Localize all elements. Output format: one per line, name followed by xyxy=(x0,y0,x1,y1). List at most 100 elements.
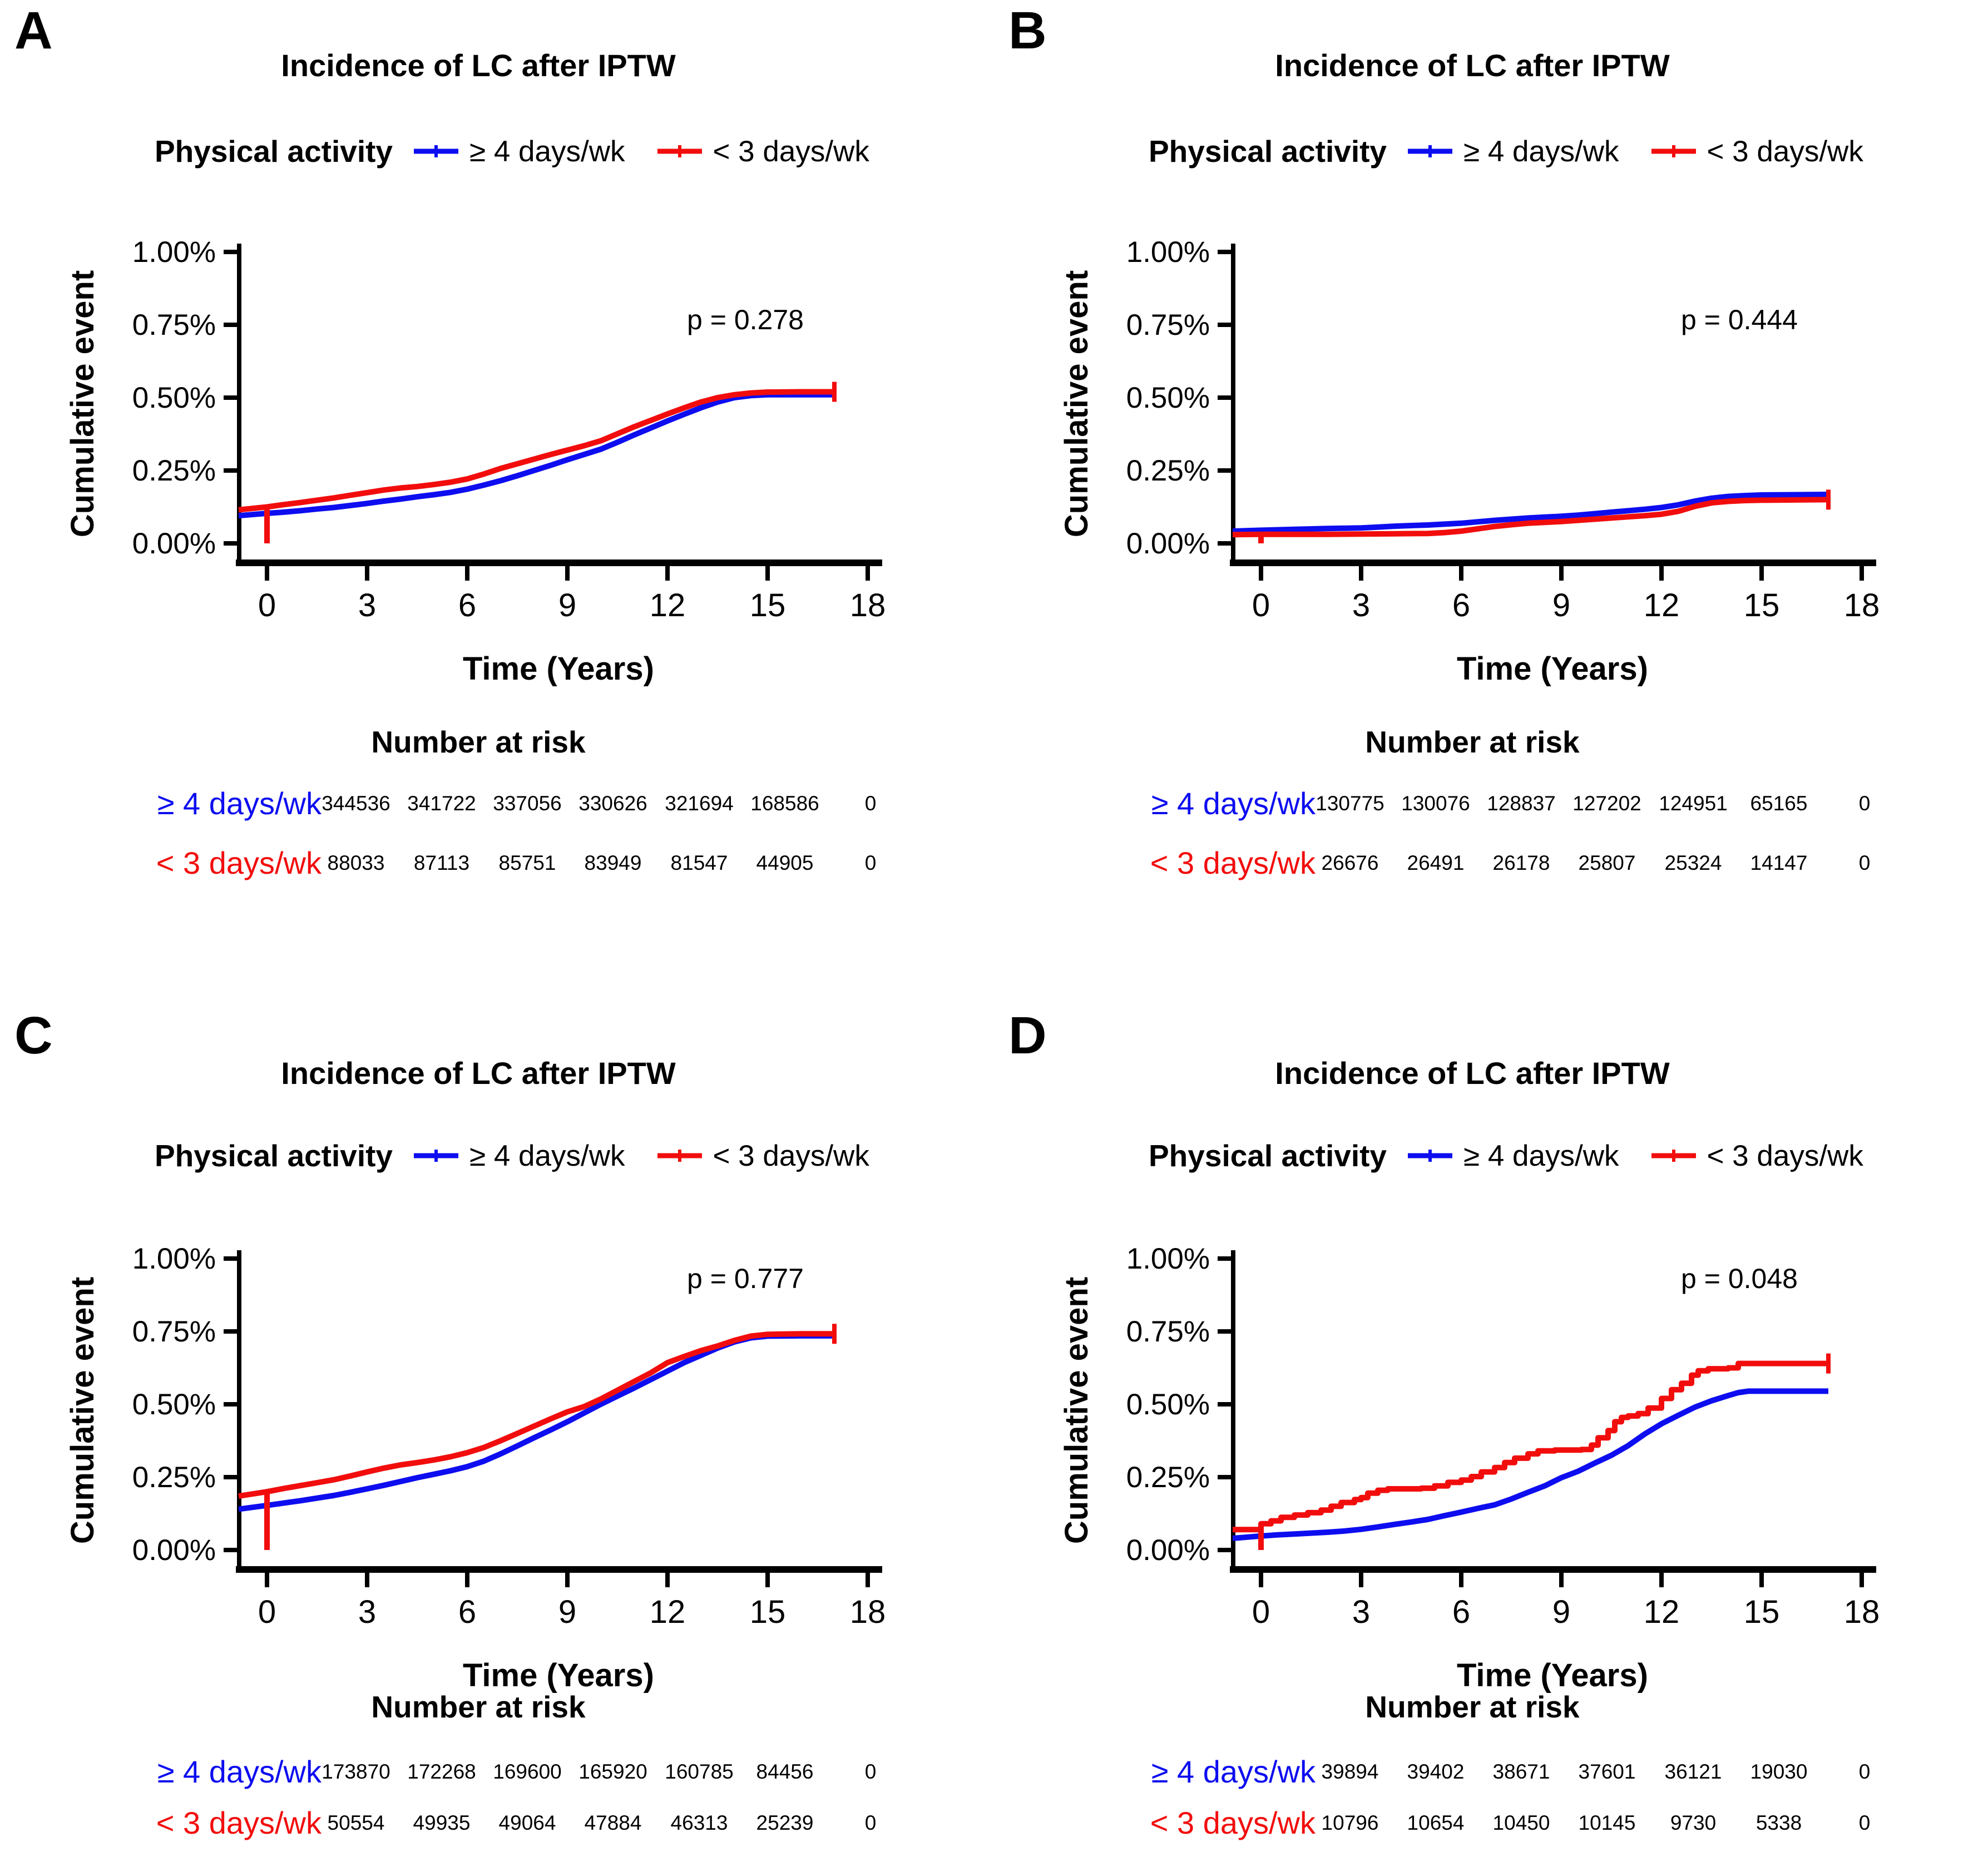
y-tick-label: 0.00% xyxy=(1126,527,1210,560)
number-at-risk-header: Number at risk xyxy=(1365,725,1580,759)
y-tick-label: 0.00% xyxy=(132,1534,216,1567)
x-axis-title: Time (Years) xyxy=(1457,651,1648,687)
x-tick-label: 6 xyxy=(458,587,476,623)
risk-count: 85751 xyxy=(498,851,556,874)
risk-count: 341722 xyxy=(407,792,476,815)
x-tick-label: 9 xyxy=(558,587,576,623)
legend: Physical activity ≥ 4 days/wk < 3 days/w… xyxy=(0,1136,994,1176)
risk-count: 0 xyxy=(1858,851,1871,874)
risk-count: 49935 xyxy=(413,1811,471,1834)
risk-count: 25807 xyxy=(1578,851,1636,874)
risk-count: 0 xyxy=(864,1811,877,1834)
x-tick-label: 15 xyxy=(750,587,786,623)
risk-row-label: ≥ 4 days/wk xyxy=(1151,786,1316,821)
risk-count: 83949 xyxy=(584,851,642,874)
chart-title: Incidence of LC after IPTW xyxy=(281,1056,676,1091)
risk-row-ge4: ≥ 4 days/wk 39894 39402 38671 37601 36121 190… xyxy=(994,1752,1988,1792)
y-tick-label: 0.50% xyxy=(1126,1388,1210,1421)
x-tick-label: 0 xyxy=(1252,1594,1270,1630)
risk-count: 65165 xyxy=(1750,792,1808,815)
y-axis-title: Cumulative event xyxy=(1059,1277,1095,1544)
risk-count: 9730 xyxy=(1670,1811,1717,1834)
y-tick-label: 1.00% xyxy=(1126,1242,1210,1275)
number-at-risk-header: Number at risk xyxy=(1365,1690,1580,1724)
legend-title: Physical activity xyxy=(155,1138,393,1173)
legend-label-ge4: ≥ 4 days/wk xyxy=(1463,135,1619,168)
x-axis-title: Time (Years) xyxy=(463,651,654,687)
risk-count: 130076 xyxy=(1401,792,1470,815)
risk-count: 124951 xyxy=(1659,792,1728,815)
risk-count: 39894 xyxy=(1321,1760,1379,1783)
legend-label-lt3: < 3 days/wk xyxy=(1707,135,1863,168)
risk-count: 49064 xyxy=(498,1811,556,1834)
risk-count: 38671 xyxy=(1492,1760,1550,1783)
chart-title: Incidence of LC after IPTW xyxy=(1275,48,1670,83)
panel-letter: A xyxy=(14,1,53,60)
legend-title: Physical activity xyxy=(155,134,393,169)
panel-c: C Incidence of LC after IPTW Physical ac… xyxy=(0,929,994,1857)
km-plot: 1.00% 0.75% 0.50% 0.25% 0.00% 0 3 6 9 12 15 18 Time … xyxy=(1059,236,1880,687)
x-tick-label: 12 xyxy=(1644,1594,1680,1630)
x-tick-label: 18 xyxy=(1844,1594,1880,1630)
risk-row-label: ≥ 4 days/wk xyxy=(1151,1754,1316,1789)
y-tick-label: 1.00% xyxy=(132,1242,216,1275)
legend-line-blue-icon xyxy=(1408,1150,1453,1162)
x-tick-label: 15 xyxy=(750,1594,786,1630)
panel-b: B Incidence of LC after IPTW Physical ac… xyxy=(994,0,1988,929)
x-tick-label: 18 xyxy=(850,587,886,623)
y-tick-label: 0.25% xyxy=(1126,1461,1210,1494)
km-plot: 1.00% 0.75% 0.50% 0.25% 0.00% 0 3 6 9 12 15 18 Time … xyxy=(65,1242,886,1693)
legend-label-lt3: < 3 days/wk xyxy=(713,1139,869,1172)
risk-count: 160785 xyxy=(665,1760,734,1783)
risk-row-lt3: < 3 days/wk 26676 26491 26178 25807 25324 141… xyxy=(994,843,1988,883)
risk-count: 26676 xyxy=(1321,851,1379,874)
y-tick-label: 0.25% xyxy=(132,454,216,487)
km-curve-lt3 xyxy=(238,1331,834,1499)
km-curve-ge4 xyxy=(1232,1388,1828,1541)
risk-count: 337056 xyxy=(493,792,562,815)
risk-count: 26491 xyxy=(1407,851,1465,874)
x-axis-title: Time (Years) xyxy=(463,1657,654,1693)
risk-count: 130775 xyxy=(1316,792,1384,815)
y-tick-label: 0.25% xyxy=(132,1461,216,1494)
panel-letter: C xyxy=(14,1006,53,1065)
risk-count: 36121 xyxy=(1664,1760,1722,1783)
legend: Physical activity ≥ 4 days/wk < 3 days/w… xyxy=(0,131,994,171)
risk-count: 0 xyxy=(864,1760,877,1783)
risk-row-label: < 3 days/wk xyxy=(156,1805,322,1840)
y-axis-title: Cumulative event xyxy=(65,1277,101,1544)
km-curve-lt3 xyxy=(1232,497,1829,538)
x-axis-title: Time (Years) xyxy=(1457,1657,1648,1693)
risk-count: 169600 xyxy=(493,1760,562,1783)
y-tick-label: 0.50% xyxy=(132,382,216,414)
risk-counts: 39894 39402 38671 37601 36121 19030 0 xyxy=(994,1752,1988,1792)
x-tick-label: 6 xyxy=(1452,587,1470,623)
risk-count: 128837 xyxy=(1487,792,1556,815)
km-plot: 1.00% 0.75% 0.50% 0.25% 0.00% 0 3 6 9 12 15 18 Time … xyxy=(1059,1242,1880,1693)
risk-count: 14147 xyxy=(1750,851,1808,874)
risk-count: 0 xyxy=(864,792,877,815)
risk-count: 50554 xyxy=(327,1811,385,1834)
y-tick-label: 0.75% xyxy=(132,1315,216,1348)
risk-row-lt3: < 3 days/wk 88033 87113 85751 83949 81547 449… xyxy=(0,843,994,883)
risk-row-lt3: < 3 days/wk 10796 10654 10450 10145 9730 5338… xyxy=(994,1803,1988,1843)
risk-count: 0 xyxy=(864,851,877,874)
risk-count: 39402 xyxy=(1407,1760,1465,1783)
risk-count: 19030 xyxy=(1750,1760,1808,1783)
y-axis-title: Cumulative event xyxy=(65,270,101,537)
risk-counts: 344536 341722 337056 330626 321694 168586 0 xyxy=(0,784,994,824)
risk-count: 84456 xyxy=(756,1760,814,1783)
x-tick-label: 3 xyxy=(358,1594,376,1630)
km-curve-ge4 xyxy=(238,392,834,519)
legend-label-lt3: < 3 days/wk xyxy=(1707,1139,1863,1172)
x-tick-label: 6 xyxy=(1452,1594,1470,1630)
y-tick-label: 0.50% xyxy=(132,1388,216,1421)
x-tick-label: 12 xyxy=(1644,587,1680,623)
risk-counts: 26676 26491 26178 25807 25324 14147 0 xyxy=(994,843,1988,883)
risk-count: 10796 xyxy=(1321,1811,1379,1834)
risk-counts: 173870 172268 169600 165920 160785 84456 0 xyxy=(0,1752,994,1792)
risk-row-lt3: < 3 days/wk 50554 49935 49064 47884 46313 252… xyxy=(0,1803,994,1843)
legend-line-blue-icon xyxy=(414,1150,459,1162)
y-tick-label: 0.50% xyxy=(1126,382,1210,414)
p-value: p = 0.444 xyxy=(1681,304,1798,335)
